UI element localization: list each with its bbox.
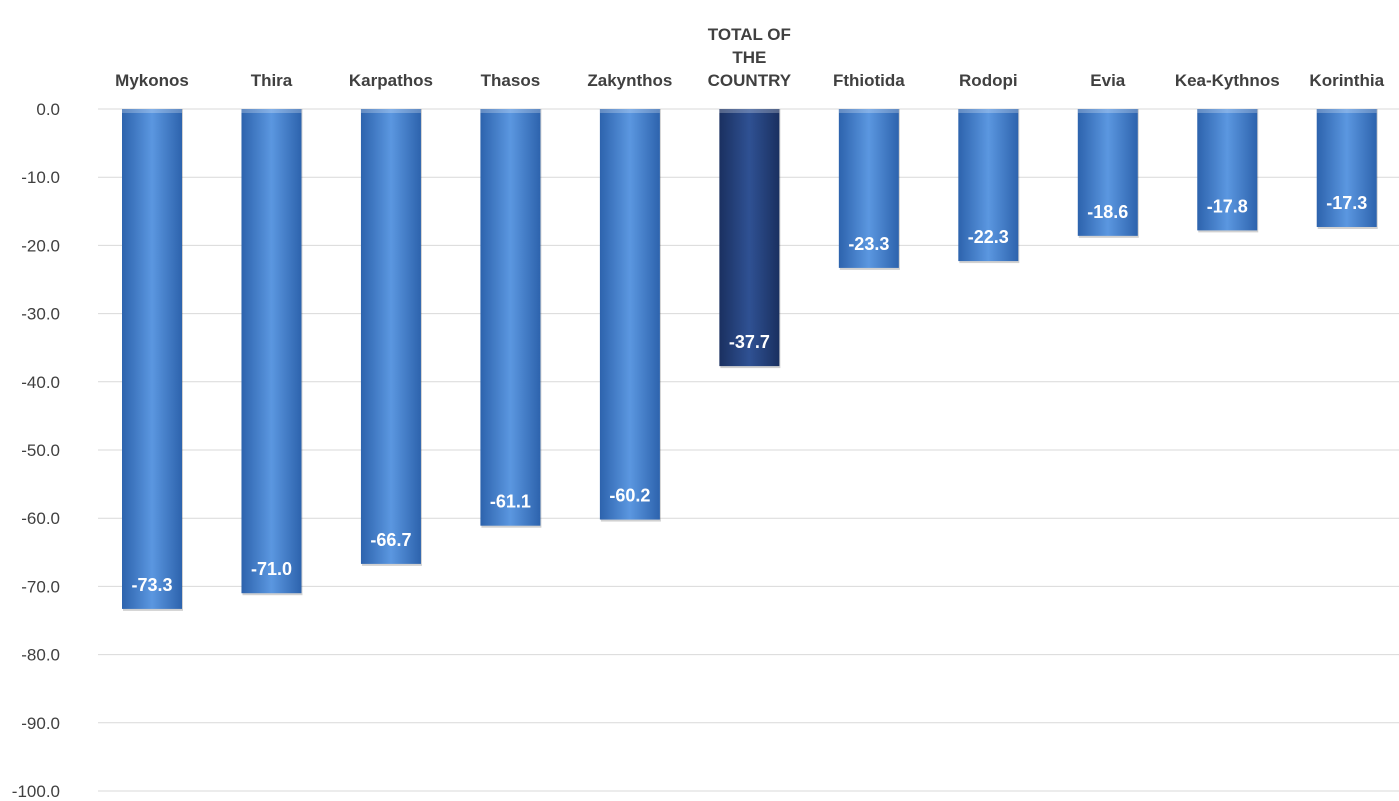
x-category-label-line: Kea-Kythnos — [1175, 71, 1280, 90]
x-category-label-line: Thasos — [481, 71, 541, 90]
bar-bevel — [1316, 109, 1377, 113]
bar-bevel — [1197, 109, 1258, 113]
bar-bevel — [599, 109, 660, 113]
data-label: -17.8 — [1207, 196, 1248, 216]
data-label: -22.3 — [968, 227, 1009, 247]
x-category-label-line: Karpathos — [349, 71, 433, 90]
y-tick-label: -70.0 — [21, 577, 60, 596]
x-category-label: Thira — [251, 71, 293, 90]
y-tick-label: -30.0 — [21, 305, 60, 324]
x-category-label-line: COUNTRY — [708, 71, 792, 90]
y-tick-label: -20.0 — [21, 236, 60, 255]
y-tick-label: -40.0 — [21, 373, 60, 392]
data-label: -61.1 — [490, 492, 531, 512]
x-axis-category-labels: Mykonos Thira Karpathos Thasos Zakynthos TOTA… — [115, 25, 1384, 90]
x-category-label: Kea-Kythnos — [1175, 71, 1280, 90]
bar-bevel — [480, 109, 541, 113]
bar — [958, 109, 1019, 262]
x-category-label: Korinthia — [1309, 71, 1384, 90]
x-category-label-line: THE — [732, 48, 766, 67]
bar — [1197, 109, 1258, 231]
x-category-label: Thasos — [481, 71, 541, 90]
x-category-label: TOTAL OF THE COUNTRY — [708, 25, 792, 90]
y-tick-label: -10.0 — [21, 168, 60, 187]
y-tick-label: -50.0 — [21, 441, 60, 460]
x-category-label-line: Evia — [1090, 71, 1126, 90]
data-label: -60.2 — [609, 486, 650, 506]
bar-bevel — [719, 109, 780, 113]
x-category-label: Zakynthos — [587, 71, 672, 90]
x-category-label: Rodopi — [959, 71, 1018, 90]
x-category-label-line: Rodopi — [959, 71, 1018, 90]
x-category-label-line: Korinthia — [1309, 71, 1384, 90]
bar-bevel — [360, 109, 421, 113]
x-category-label: Karpathos — [349, 71, 433, 90]
bar-bevel — [838, 109, 899, 113]
data-label: -73.3 — [131, 575, 172, 595]
bar — [1316, 109, 1377, 227]
bar-bevel — [241, 109, 302, 113]
data-label: -17.3 — [1326, 193, 1367, 213]
y-tick-label: -100.0 — [12, 782, 60, 801]
y-axis-tick-labels: 0.0 -10.0 -20.0 -30.0 -40.0 -50.0 -60.0 -70.0 -8… — [12, 100, 60, 801]
data-label: -71.0 — [251, 559, 292, 579]
bar-bevel — [1077, 109, 1138, 113]
bar — [1077, 109, 1138, 236]
data-label: -66.7 — [370, 530, 411, 550]
bar — [480, 109, 541, 526]
y-tick-label: -60.0 — [21, 509, 60, 528]
bar-bevel — [122, 109, 182, 113]
bars — [122, 109, 1378, 611]
bar — [360, 109, 421, 564]
x-category-label-line: Fthiotida — [833, 71, 905, 90]
x-category-label: Evia — [1090, 71, 1126, 90]
x-category-label: Mykonos — [115, 71, 189, 90]
y-tick-label: -90.0 — [21, 714, 60, 733]
y-tick-label: -80.0 — [21, 646, 60, 665]
bar — [599, 109, 660, 520]
x-category-label: Fthiotida — [833, 71, 905, 90]
x-category-label-line: Zakynthos — [587, 71, 672, 90]
x-category-label-line: Thira — [251, 71, 293, 90]
bar — [241, 109, 302, 594]
bar-total-of-the-country — [719, 109, 780, 367]
data-label: -23.3 — [848, 234, 889, 254]
x-category-label-line: Mykonos — [115, 71, 189, 90]
bar-bevel — [958, 109, 1019, 113]
data-label: -37.7 — [729, 332, 770, 352]
gridlines — [98, 108, 1399, 792]
y-tick-label: 0.0 — [36, 100, 60, 119]
x-category-label-line: TOTAL OF — [708, 25, 791, 44]
bar — [122, 109, 182, 609]
bar — [838, 109, 899, 268]
data-labels: -73.3 -71.0 -66.7 -61.1 -60.2 -37.7 -23.3 -22.3… — [131, 193, 1367, 595]
data-label: -18.6 — [1087, 202, 1128, 222]
